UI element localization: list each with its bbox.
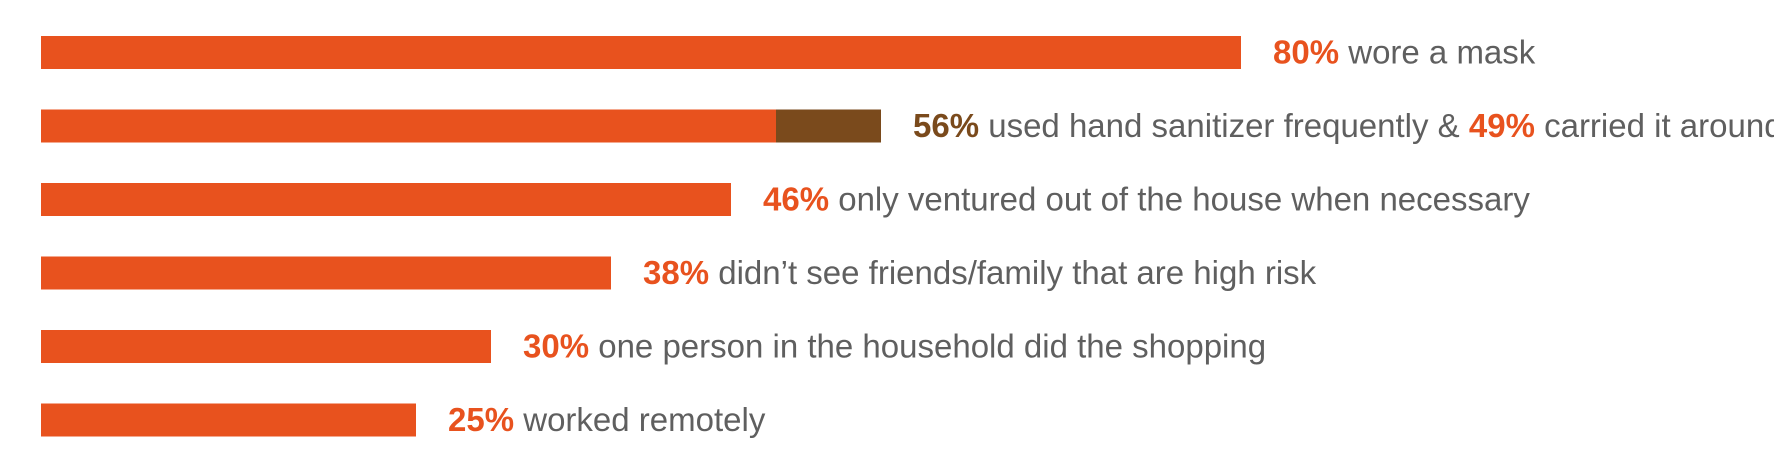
bar-1-overlay [776,109,881,143]
category-label: only ventured out of the house when nece… [829,181,1530,218]
data-label-value: 25% [448,401,514,438]
data-label-value: 38% [643,254,709,291]
data-label-value: 46% [763,181,829,218]
bar-3 [41,256,611,290]
bar-label-4: 30% one person in the household did the … [523,328,1266,365]
category-label: one person in the household did the shop… [589,328,1266,365]
bar-1 [41,109,776,143]
category-label: didn’t see friends/family that are high … [709,254,1317,291]
bar-5 [41,403,416,437]
bar-label-1: 56% used hand sanitizer frequently & 49%… [913,107,1774,144]
category-label: carried it around [1535,107,1774,144]
bar-2 [41,183,731,216]
category-label: used hand sanitizer frequently & [979,107,1469,144]
bar-label-3: 38% didn’t see friends/family that are h… [643,254,1317,291]
data-label-value: 49% [1469,107,1535,144]
bars-group [41,36,1241,437]
category-label: wore a mask [1339,34,1536,71]
bar-label-0: 80% wore a mask [1273,34,1536,71]
bar-4 [41,330,491,363]
data-label-value: 30% [523,328,589,365]
data-label-value: 56% [913,107,979,144]
bar-0 [41,36,1241,69]
category-label: worked remotely [514,401,766,438]
labels-group: 80% wore a mask 56% used hand sanitizer f… [448,34,1774,439]
data-label-value: 80% [1273,34,1339,71]
bar-label-2: 46% only ventured out of the house when … [763,181,1530,218]
bar-label-5: 25% worked remotely [448,401,766,438]
